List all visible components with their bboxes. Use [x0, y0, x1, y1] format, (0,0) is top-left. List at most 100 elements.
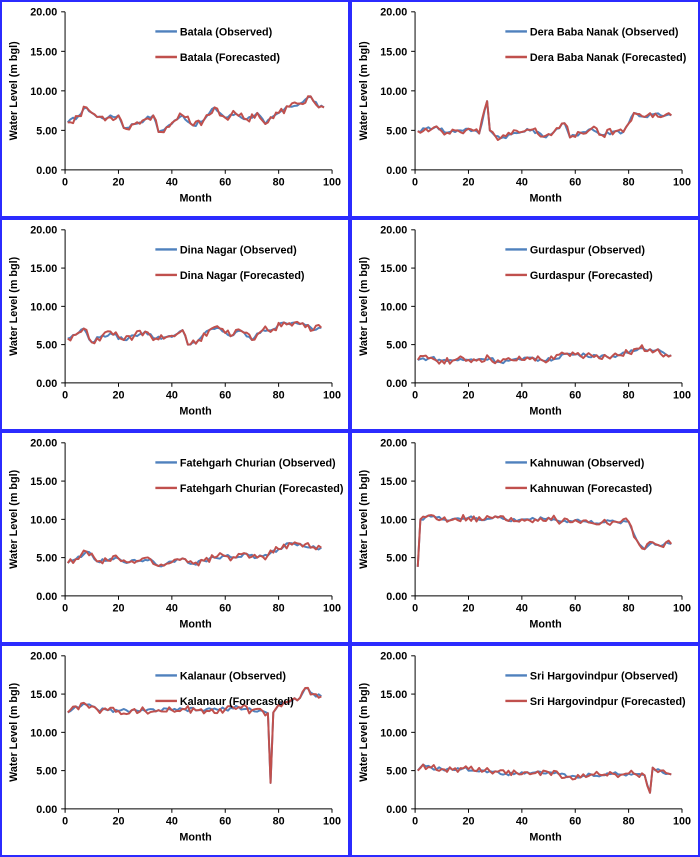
x-tick-label: 40: [166, 390, 178, 402]
y-tick-label: 15.00: [380, 476, 407, 488]
x-tick-label: 80: [273, 390, 285, 402]
y-tick-label: 15.00: [30, 263, 57, 275]
y-tick-label: 5.00: [36, 553, 57, 565]
x-axis-label: Month: [529, 192, 561, 204]
y-tick-label: 0.00: [386, 804, 407, 816]
chart-svg: 0.00 5.00 10.00 15.00 20.00 0 20 40 60 80 100 Month…: [8, 438, 344, 631]
y-axis-label: Water Level (m bgl): [8, 41, 20, 140]
x-tick-label: 20: [112, 603, 124, 615]
x-axis-label: Month: [529, 405, 561, 417]
x-tick-label: 40: [516, 177, 528, 189]
chart-svg: 0.00 5.00 10.00 15.00 20.00 0 20 40 60 80 100 Month…: [358, 651, 691, 844]
series-line-forecasted: [417, 763, 672, 794]
y-tick-label: 15.00: [30, 476, 57, 488]
y-tick-label: 20.00: [30, 225, 57, 237]
x-tick-label: 20: [462, 603, 474, 615]
y-axis-label: Water Level (m bgl): [358, 256, 370, 355]
x-tick-label: 80: [623, 177, 635, 189]
chart-svg: 0.00 5.00 10.00 15.00 20.00 0 20 40 60 80 100 Month…: [358, 7, 691, 205]
x-tick-label: 80: [273, 816, 285, 828]
chart-svg: 0.00 5.00 10.00 15.00 20.00 0 20 40 60 80 100 Month…: [8, 225, 341, 418]
x-tick-label: 80: [273, 177, 285, 189]
chart-svg: 0.00 5.00 10.00 15.00 20.00 0 20 40 60 80 100 Month…: [8, 651, 341, 844]
series-line-forecasted: [416, 344, 672, 365]
y-tick-label: 20.00: [30, 7, 57, 19]
y-axis-label: Water Level (m bgl): [8, 682, 20, 781]
legend-label-forecasted: Gurdaspur (Forecasted): [530, 270, 653, 282]
y-tick-label: 20.00: [380, 651, 407, 663]
y-tick-label: 0.00: [386, 165, 407, 177]
x-tick-label: 20: [462, 177, 474, 189]
x-tick-label: 60: [569, 390, 581, 402]
y-tick-label: 10.00: [380, 86, 407, 98]
x-tick-label: 0: [62, 177, 68, 189]
legend-label-observed: Kalanaur (Observed): [180, 670, 286, 682]
x-tick-label: 0: [62, 816, 68, 828]
x-tick-label: 100: [673, 816, 691, 828]
series-line-forecasted: [67, 95, 325, 134]
series-line-forecasted: [66, 541, 322, 568]
y-tick-label: 15.00: [380, 46, 407, 58]
legend-label-forecasted: Sri Hargovindpur (Forecasted): [530, 696, 686, 708]
y-tick-label: 10.00: [380, 727, 407, 739]
x-tick-label: 80: [623, 816, 635, 828]
x-axis-label: Month: [179, 831, 211, 843]
y-tick-label: 10.00: [30, 301, 57, 313]
chart-panel-batala: 0.00 5.00 10.00 15.00 20.00 0 20 40 60 80 100 Month…: [0, 0, 350, 218]
y-tick-label: 0.00: [386, 591, 407, 603]
legend-label-observed: Gurdaspur (Observed): [530, 244, 645, 256]
x-tick-label: 60: [219, 390, 231, 402]
x-tick-label: 40: [516, 816, 528, 828]
y-tick-label: 10.00: [30, 86, 57, 98]
x-tick-label: 100: [673, 177, 691, 189]
x-tick-label: 0: [62, 603, 68, 615]
x-tick-label: 100: [323, 603, 341, 615]
x-tick-label: 40: [516, 603, 528, 615]
y-axis-label: Water Level (m bgl): [358, 469, 370, 568]
y-tick-label: 10.00: [380, 514, 407, 526]
chart-panel-gurdaspur: 0.00 5.00 10.00 15.00 20.00 0 20 40 60 80 100 Month…: [350, 218, 700, 431]
series-line-observed: [417, 100, 672, 140]
x-tick-label: 40: [166, 816, 178, 828]
y-tick-label: 20.00: [30, 651, 57, 663]
x-tick-label: 60: [219, 603, 231, 615]
y-tick-label: 10.00: [30, 514, 57, 526]
legend-label-forecasted: Fatehgarh Churian (Forecasted): [180, 483, 344, 495]
x-axis-label: Month: [179, 192, 211, 204]
series-line-forecasted: [417, 100, 673, 142]
x-tick-label: 100: [323, 177, 341, 189]
series-line-forecasted: [416, 514, 673, 567]
y-tick-label: 15.00: [380, 263, 407, 275]
y-tick-label: 20.00: [380, 225, 407, 237]
chart-panel-kalanaur: 0.00 5.00 10.00 15.00 20.00 0 20 40 60 80 100 Month…: [0, 644, 350, 857]
legend-label-forecasted: Dina Nagar (Forecasted): [180, 270, 305, 282]
x-tick-label: 0: [412, 603, 418, 615]
y-tick-label: 20.00: [380, 7, 407, 19]
legend-label-forecasted: Kalanaur (Forecasted): [180, 696, 294, 708]
y-tick-label: 0.00: [36, 378, 57, 390]
x-tick-label: 0: [412, 390, 418, 402]
legend-label-forecasted: Dera Baba Nanak (Forecasted): [530, 52, 687, 64]
x-axis-label: Month: [529, 831, 561, 843]
x-tick-label: 20: [462, 390, 474, 402]
y-tick-label: 5.00: [36, 766, 57, 778]
x-tick-label: 80: [273, 603, 285, 615]
legend-label-observed: Dina Nagar (Observed): [180, 244, 297, 256]
x-tick-label: 40: [516, 390, 528, 402]
x-tick-label: 100: [673, 390, 691, 402]
x-tick-label: 20: [462, 816, 474, 828]
x-tick-label: 0: [62, 390, 68, 402]
chart-svg: 0.00 5.00 10.00 15.00 20.00 0 20 40 60 80 100 Month…: [358, 225, 691, 418]
y-tick-label: 20.00: [30, 438, 57, 450]
series-line-observed: [416, 514, 672, 567]
chart-panel-sri-hargovindpur: 0.00 5.00 10.00 15.00 20.00 0 20 40 60 80 100 Month…: [350, 644, 700, 857]
x-tick-label: 60: [569, 177, 581, 189]
y-tick-label: 0.00: [36, 591, 57, 603]
x-tick-label: 60: [569, 816, 581, 828]
x-tick-label: 100: [323, 390, 341, 402]
chart-panel-kahnuwan: 0.00 5.00 10.00 15.00 20.00 0 20 40 60 80 100 Month…: [350, 431, 700, 644]
x-tick-label: 100: [323, 816, 341, 828]
legend-label-forecasted: Batala (Forecasted): [180, 52, 280, 64]
y-tick-label: 0.00: [36, 804, 57, 816]
